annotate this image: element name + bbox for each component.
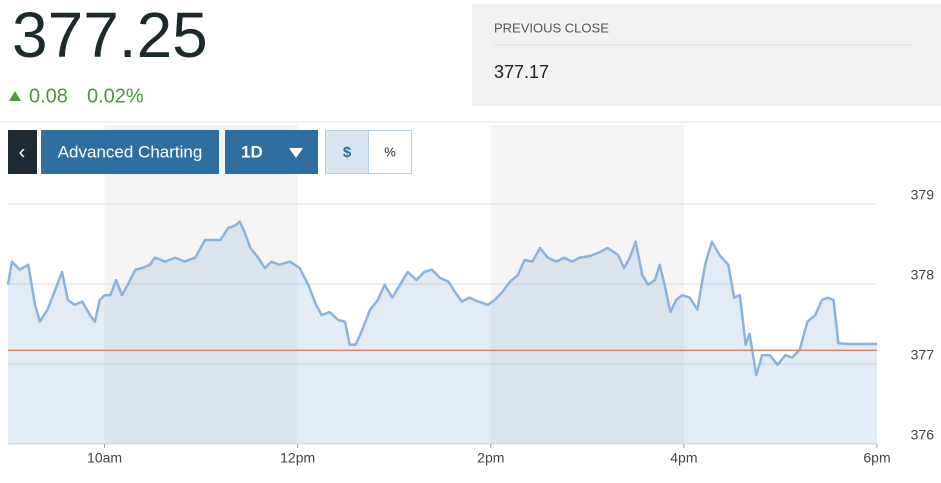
- area: [8, 221, 877, 444]
- dollar-button[interactable]: $: [325, 130, 369, 174]
- x-tick-label: 4pm: [670, 450, 697, 466]
- back-button[interactable]: ‹: [8, 130, 37, 174]
- range-button[interactable]: 1D: [225, 130, 318, 174]
- dollar-bg: [325, 130, 369, 174]
- x-tick-label: 2pm: [477, 450, 504, 466]
- percent-bg: [368, 130, 412, 174]
- advanced-label: Advanced Charting: [58, 142, 203, 161]
- dollar-label: $: [343, 144, 352, 161]
- y-tick-label: 377: [911, 347, 935, 363]
- change: 0.08: [29, 85, 68, 107]
- x-tick-label: 6pm: [863, 450, 890, 466]
- range-label: 1D: [241, 142, 263, 161]
- range-bg: [225, 130, 318, 174]
- percent-button[interactable]: %: [368, 130, 412, 174]
- x-tick-label: 10am: [87, 450, 122, 466]
- dropdown-arrow: [289, 148, 303, 158]
- price: 377.25: [12, 0, 208, 71]
- y-tick-label: 376: [911, 427, 935, 443]
- y-tick-label: 379: [911, 187, 935, 203]
- up-arrow: [9, 91, 21, 101]
- advanced-bg: [41, 130, 219, 174]
- previous-close-value: 377.17: [494, 62, 549, 82]
- percent-label: %: [384, 144, 396, 159]
- back-button-bg: [8, 130, 37, 174]
- previous-close-panel: [472, 4, 941, 106]
- advanced-button[interactable]: Advanced Charting: [41, 130, 219, 174]
- x-tick-label: 12pm: [280, 450, 315, 466]
- y-tick-label: 378: [911, 267, 935, 283]
- previous-close-label: PREVIOUS CLOSE: [494, 20, 609, 35]
- change-percent: 0.02%: [87, 85, 144, 107]
- price-line: [6, 220, 877, 377]
- back-label: ‹: [19, 141, 26, 163]
